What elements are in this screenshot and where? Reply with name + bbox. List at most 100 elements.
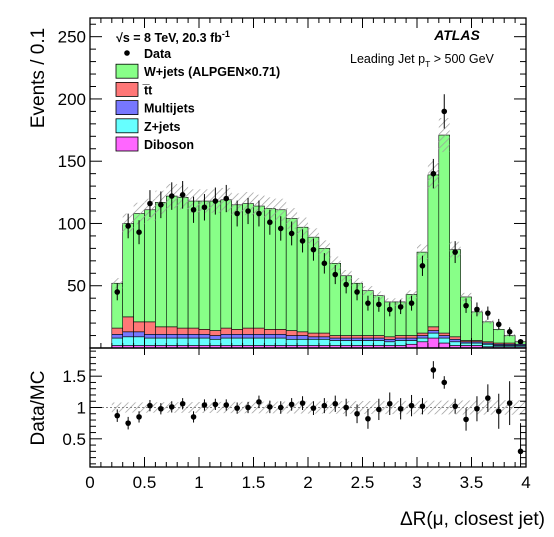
- data-point: [408, 300, 415, 306]
- ratio-point: [245, 404, 251, 411]
- multijets-bar: [329, 337, 341, 341]
- multijets-bar: [122, 331, 134, 338]
- ratio-y-tick-label: 1.5: [62, 367, 86, 386]
- ratio-point: [114, 412, 121, 419]
- data-point: [245, 208, 251, 214]
- data-point: [354, 289, 360, 295]
- ttbar-bar: [198, 329, 211, 335]
- legend-label-wjets: W+jets (ALPGEN×0.71): [144, 65, 280, 79]
- ratio-point: [321, 402, 328, 409]
- ratio-point: [430, 367, 437, 373]
- selection-label: Leading Jet pT > 500 GeV: [350, 52, 495, 69]
- multijets-bar: [253, 334, 265, 339]
- stacked-histogram: [111, 134, 526, 348]
- data-point: [485, 310, 491, 316]
- zjets-bar: [482, 343, 494, 348]
- x-tick-label: 2.5: [351, 473, 375, 492]
- data-point: [495, 321, 502, 328]
- data-point: [463, 302, 469, 309]
- legend-label-ttbar: t̅t: [142, 83, 153, 97]
- x-tick-label: 3: [412, 473, 421, 492]
- ttbar-bar: [449, 336, 461, 340]
- zjets-bar: [373, 340, 385, 346]
- ratio-points: [114, 361, 524, 467]
- zjets-bar: [242, 337, 254, 346]
- ratio-point: [288, 401, 295, 408]
- wjets-bar: [176, 197, 189, 329]
- multijets-bar: [209, 335, 222, 340]
- ttbar-bar: [133, 321, 145, 333]
- data-point: [190, 206, 197, 213]
- ttbar-bar: [242, 327, 254, 335]
- multijets-bar: [427, 330, 440, 334]
- zjets-bar: [394, 340, 407, 346]
- mc-band-bin: [482, 319, 494, 324]
- multijets-bar: [307, 336, 320, 340]
- mc-band-bin: [373, 291, 385, 300]
- axes: 0 0.5 1 1.5 2 2.5 3 3.5 4 50 100 150 200 250 0.5 1 1.5: [58, 18, 531, 492]
- ttbar-bar: [307, 332, 320, 338]
- ratio-point: [365, 415, 371, 422]
- zjets-bar: [220, 337, 233, 346]
- data-point: [114, 289, 121, 295]
- multijets-bar: [231, 334, 243, 339]
- zjets-bar: [340, 340, 352, 346]
- ttbar-bar: [155, 326, 167, 335]
- wjets-bar: [209, 200, 222, 331]
- mc-band-bin: [417, 244, 428, 260]
- top-y-tick-label: 100: [58, 214, 86, 233]
- zjets-bar: [122, 336, 134, 346]
- ratio-point: [190, 414, 197, 420]
- ttbar-bar: [209, 330, 222, 336]
- ratio-band-bin: [188, 402, 199, 413]
- ratio-point: [147, 402, 153, 409]
- top-y-tick-label: 250: [58, 28, 86, 47]
- zjets-bar: [198, 337, 211, 346]
- mc-band-bin: [275, 198, 287, 221]
- diboson-bar: [427, 337, 440, 348]
- ratio-point: [376, 406, 382, 413]
- ratio-point: [267, 404, 273, 410]
- ratio-point: [168, 404, 175, 410]
- ttbar-bar: [383, 336, 396, 340]
- legend-label-multijets: Multijets: [144, 102, 195, 116]
- ratio-band-bin: [111, 402, 123, 413]
- ratio-point: [158, 405, 164, 412]
- multijets-bar: [133, 331, 145, 338]
- data-point: [158, 201, 164, 208]
- mc-band-bin: [297, 217, 308, 237]
- ttbar-bar: [416, 332, 429, 336]
- ratio-point: [332, 400, 339, 407]
- ratio-y-tick-label: 0.5: [62, 430, 86, 449]
- ttbar-bar: [144, 321, 156, 335]
- mc-band-bin: [460, 292, 472, 302]
- data-point: [267, 219, 273, 226]
- ratio-point: [125, 420, 131, 426]
- data-point: [234, 210, 240, 217]
- diboson-bar: [438, 342, 450, 348]
- multijets-bar: [198, 334, 211, 339]
- data-point: [201, 204, 208, 211]
- multijets-bar: [394, 337, 407, 341]
- data-point: [125, 223, 131, 229]
- zjets-bar: [264, 337, 276, 346]
- ttbar-bar: [187, 327, 200, 335]
- ttbar-bar: [318, 332, 331, 338]
- legend-swatch-multijets: [115, 100, 139, 115]
- ttbar-bar: [373, 335, 385, 339]
- multijets-bar: [242, 334, 254, 339]
- top-y-tick-label: 50: [67, 277, 86, 296]
- ratio-band-bin: [438, 400, 450, 415]
- data-point: [343, 281, 349, 288]
- ttbar-bar: [166, 326, 178, 335]
- mc-band-bin: [111, 278, 123, 289]
- ttbar-bar: [274, 329, 287, 335]
- multijets-bar: [318, 336, 331, 340]
- data-point: [168, 193, 175, 199]
- data-point: [310, 246, 317, 253]
- zjets-bar: [231, 337, 243, 346]
- zjets-bar: [471, 342, 483, 346]
- data-point: [397, 304, 404, 310]
- mc-band-bin: [438, 118, 450, 153]
- multijets-bar: [438, 335, 450, 339]
